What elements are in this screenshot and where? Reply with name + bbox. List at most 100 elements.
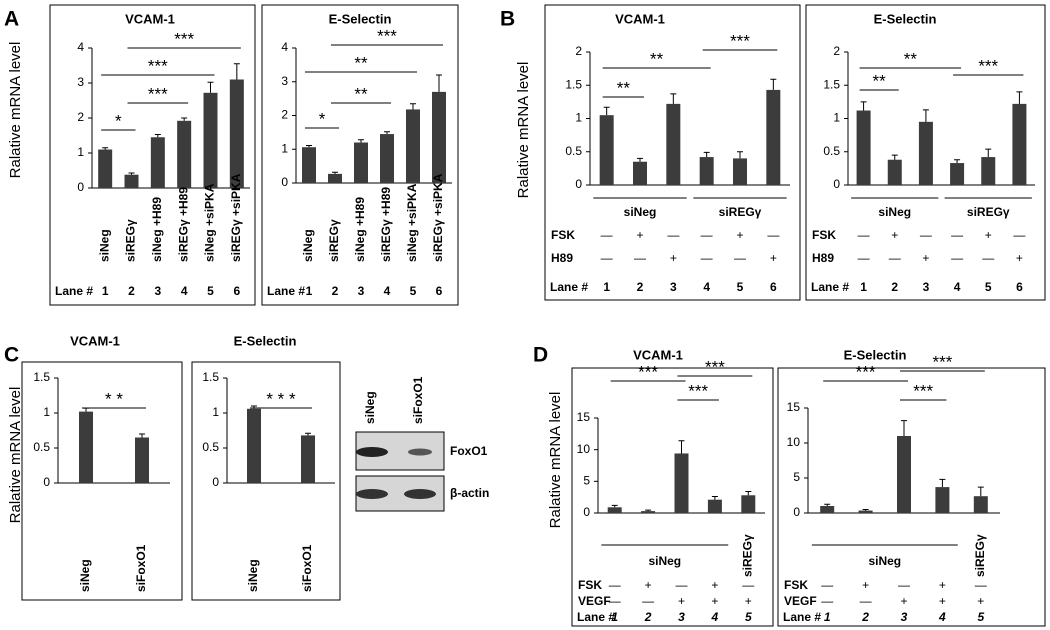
- error-bar: [737, 151, 743, 159]
- bar: [741, 495, 756, 513]
- y-tick-label: 1.5: [33, 370, 50, 384]
- lane-label: Lane #: [55, 284, 93, 298]
- y-tick-label: 0: [583, 505, 590, 519]
- x-tick-label: siREGγ +H89: [379, 187, 393, 262]
- condition-label: FSK: [551, 228, 575, 242]
- lane-label: Lane #: [783, 610, 821, 624]
- bar: [150, 137, 165, 188]
- panel-frame: [261, 4, 459, 306]
- condition-value: —: [920, 228, 932, 242]
- lane-label: Lane #: [811, 280, 849, 294]
- error-bar: [939, 478, 946, 488]
- error-bar: [670, 93, 677, 104]
- error-bar: [770, 78, 777, 90]
- condition-value: —: [982, 251, 994, 265]
- lane-number: 6: [1016, 280, 1023, 294]
- y-tick-label: 3: [281, 74, 288, 88]
- panel-letter: A: [4, 8, 19, 31]
- condition-value: +: [770, 251, 777, 265]
- blot-band: [404, 489, 436, 499]
- lane-number: 4: [703, 280, 710, 294]
- significance-stars: ***: [174, 29, 194, 48]
- lane-number: 4: [938, 610, 946, 624]
- y-tick-label: 0.5: [202, 440, 219, 454]
- condition-label: H89: [551, 251, 573, 265]
- significance-stars: *: [115, 111, 122, 130]
- group-label: siREGγ: [719, 205, 762, 219]
- error-bar: [954, 159, 961, 164]
- y-tick-label: 2: [575, 44, 582, 58]
- panel-frame: [49, 4, 256, 306]
- lane-number: 1: [603, 280, 610, 294]
- bar: [935, 487, 950, 513]
- significance-stars: * *: [105, 389, 123, 408]
- error-bar: [384, 131, 390, 135]
- condition-value: —: [734, 251, 746, 265]
- y-tick-label: 4: [77, 40, 84, 54]
- lane-number: 5: [410, 284, 417, 298]
- lane-number: 2: [332, 284, 339, 298]
- significance-stars: ***: [932, 352, 952, 371]
- x-tick-label: siREGγ +siPKA: [431, 173, 445, 262]
- significance-stars: ***: [638, 362, 658, 381]
- condition-value: —: [609, 594, 621, 608]
- lane-number: 6: [436, 284, 443, 298]
- bar: [135, 437, 149, 483]
- bar: [98, 149, 113, 188]
- error-bar: [711, 496, 718, 500]
- significance-stars: **: [650, 49, 664, 68]
- significance-stars: ***: [148, 56, 168, 75]
- group-label: siREGγ: [967, 205, 1010, 219]
- x-tick-label: siREGγ +H89: [176, 187, 190, 262]
- x-tick-label: siNeg +siPKA: [203, 183, 217, 262]
- significance-stars: ***: [688, 381, 708, 400]
- condition-label: VEGF: [578, 594, 611, 608]
- error-bar: [436, 74, 442, 92]
- x-tick-label: siREGγ: [124, 219, 138, 262]
- condition-value: —: [821, 578, 833, 592]
- condition-value: +: [891, 228, 898, 242]
- lane-number: 5: [985, 280, 992, 294]
- panel-frame: [191, 361, 341, 601]
- condition-value: —: [701, 228, 713, 242]
- bar: [124, 174, 139, 188]
- error-bar: [181, 117, 188, 121]
- condition-value: —: [676, 578, 688, 592]
- western-blot: siNeg siFoxO1 FoxO1 β-actin: [355, 376, 489, 512]
- significance-stars: ***: [978, 56, 998, 75]
- condition-label: H89: [812, 251, 834, 265]
- group-label: siNeg: [624, 205, 657, 219]
- y-tick-label: 1.5: [823, 77, 840, 91]
- bar: [733, 158, 747, 185]
- lane-number: 2: [128, 284, 135, 298]
- significance-stars: ***: [377, 26, 397, 45]
- lane-number: 5: [745, 610, 752, 624]
- condition-value: —: [1013, 228, 1025, 242]
- y-tick-label: 2: [281, 108, 288, 122]
- chart-title: VCAM-1: [615, 11, 665, 26]
- significance-stars: ***: [856, 362, 876, 381]
- y-tick-label: 1: [833, 111, 840, 125]
- y-tick-label: 10: [787, 435, 801, 449]
- bar: [432, 91, 446, 183]
- error-bar: [128, 172, 135, 175]
- significance-stars: ***: [148, 84, 168, 103]
- bar: [599, 115, 614, 185]
- lane-number: 1: [860, 280, 867, 294]
- lane-number: 2: [891, 280, 898, 294]
- blot-band-label: β-actin: [450, 486, 489, 500]
- y-tick-label: 2: [833, 44, 840, 58]
- condition-value: —: [889, 251, 901, 265]
- y-tick-label: 1: [281, 141, 288, 155]
- lane-number: 3: [670, 280, 677, 294]
- bar: [328, 173, 342, 183]
- panel-frame: [544, 4, 801, 301]
- panel-letter: C: [4, 344, 19, 367]
- y-tick-label: 0: [833, 177, 840, 191]
- bar: [973, 496, 988, 513]
- y-tick-label: 5: [793, 470, 800, 484]
- bar: [203, 92, 218, 188]
- x-tick-label: siFoxO1: [300, 544, 314, 592]
- condition-value: —: [951, 251, 963, 265]
